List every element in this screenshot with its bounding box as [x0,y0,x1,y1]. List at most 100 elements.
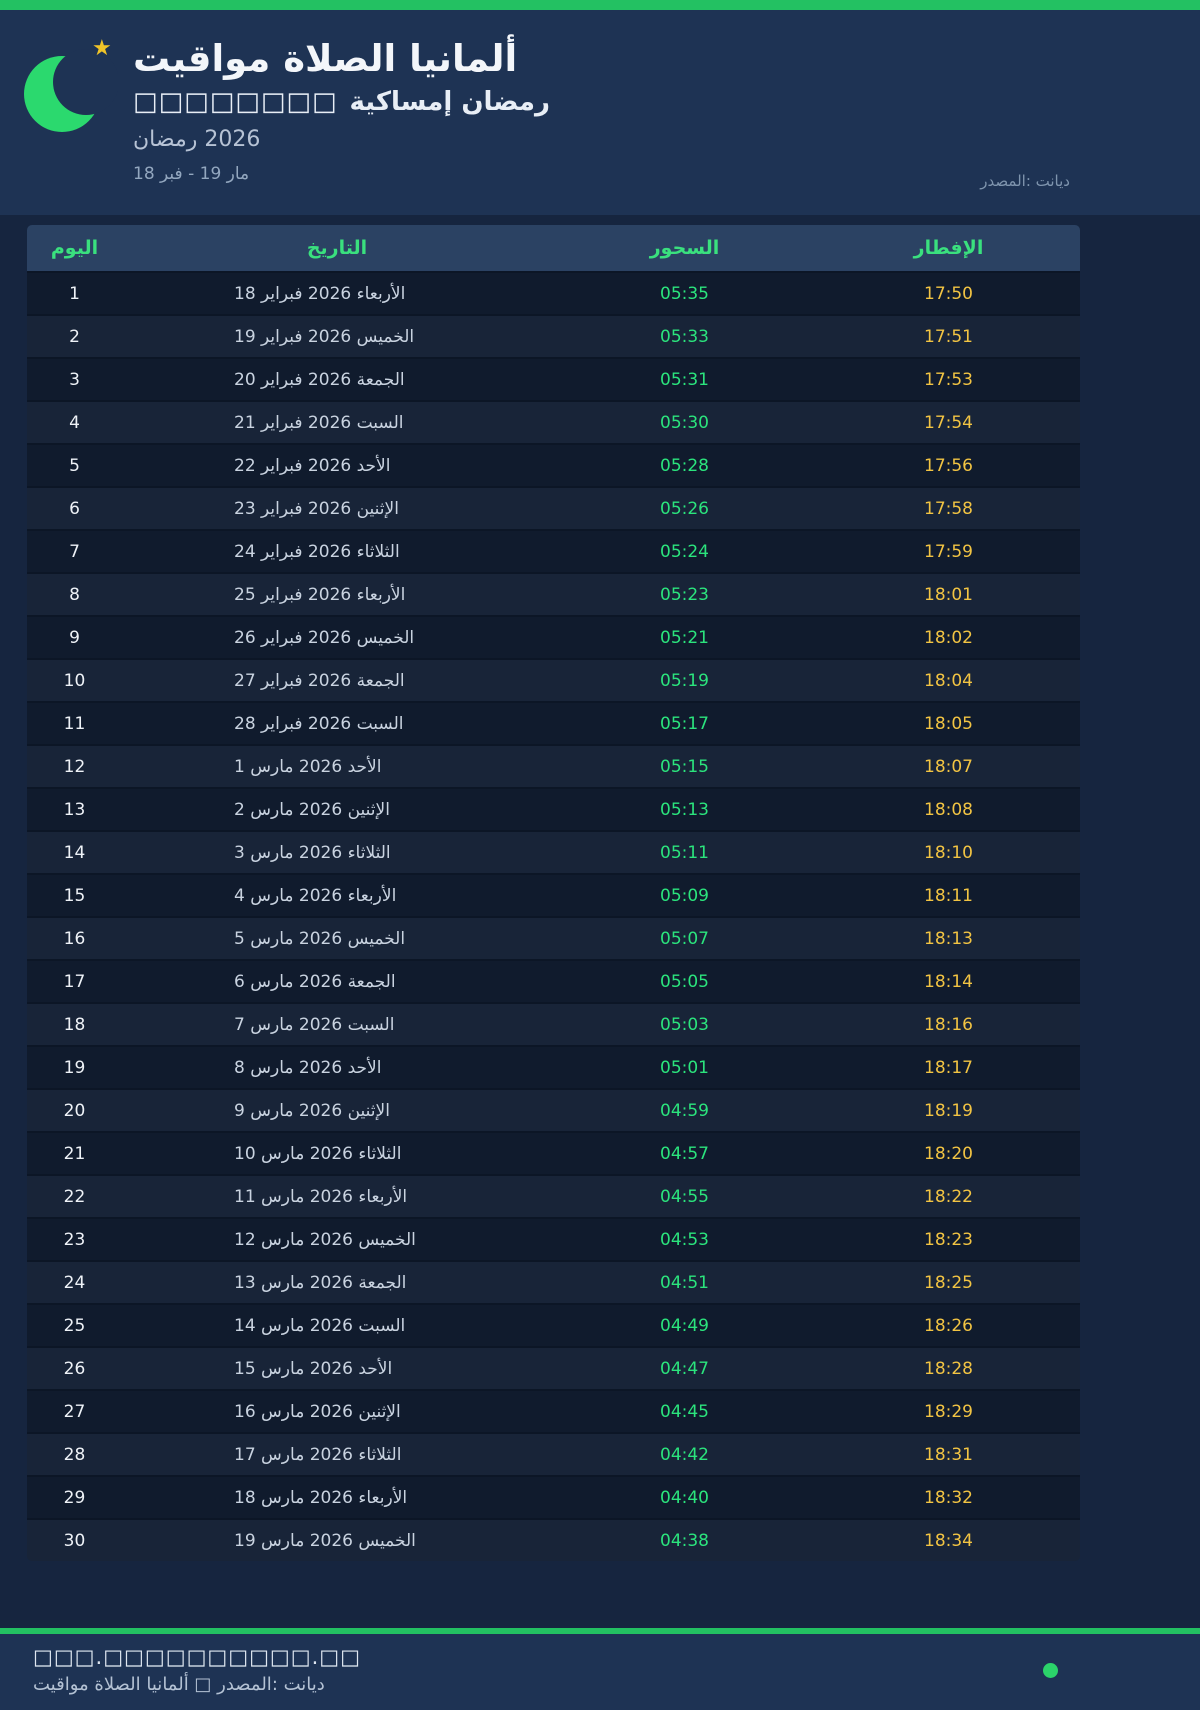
cell-suhoor: 05:33 [660,326,709,347]
titles: مواقيت‎ الصلاة‎ ألمانيا □□□□□□□□ إمساكية… [133,37,1200,184]
cell-suhoor: 04:55 [660,1186,709,1207]
cell-suhoor: 05:17 [660,713,709,734]
table-row: 2 19 فبراير‎ 2026 الخميس 05:33 17:51 [27,314,1080,357]
table-row: 21 10 مارس‎ 2026 الثلاثاء 04:57 18:20 [27,1131,1080,1174]
cell-day: 17 [63,971,86,992]
cell-day: 28 [63,1444,86,1465]
top-accent-bar [0,0,1200,10]
cell-date: 11 مارس‎ 2026 الأربعاء [234,1186,408,1207]
table-row: 17 6 مارس‎ 2026 الجمعة 05:05 18:14 [27,959,1080,1002]
cell-iftar: 18:08 [924,799,973,820]
table-row: 20 9 مارس‎ 2026 الإثنين 04:59 18:19 [27,1088,1080,1131]
cell-day: 4 [69,412,80,433]
table-row: 19 8 مارس‎ 2026 الأحد 05:01 18:17 [27,1045,1080,1088]
table-row: 15 4 مارس‎ 2026 الأربعاء 05:09 18:11 [27,873,1080,916]
cell-day: 26 [63,1358,86,1379]
cell-iftar: 18:26 [924,1315,973,1336]
cell-suhoor: 04:51 [660,1272,709,1293]
cell-date: 10 مارس‎ 2026 الثلاثاء [234,1143,402,1164]
cell-date: 3 مارس‎ 2026 الثلاثاء [234,842,391,863]
cell-iftar: 18:32 [924,1487,973,1508]
cell-iftar: 17:53 [924,369,973,390]
cell-suhoor: 05:28 [660,455,709,476]
cell-iftar: 17:51 [924,326,973,347]
cell-suhoor: 05:31 [660,369,709,390]
cell-day: 13 [63,799,86,820]
table-header: اليوم التاريخ السحور الإفطار [27,225,1080,271]
cell-date: 22 فبراير‎ 2026 الأحد [234,455,391,476]
cell-day: 20 [63,1100,86,1121]
table-row: 1 18 فبراير‎ 2026 الأربعاء 05:35 17:50 [27,271,1080,314]
cell-iftar: 17:56 [924,455,973,476]
cell-date: 1 مارس‎ 2026 الأحد [234,756,382,777]
cell-iftar: 18:20 [924,1143,973,1164]
cell-day: 23 [63,1229,86,1250]
table-row: 7 24 فبراير‎ 2026 الثلاثاء 05:24 17:59 [27,529,1080,572]
cell-suhoor: 04:49 [660,1315,709,1336]
table-row: 22 11 مارس‎ 2026 الأربعاء 04:55 18:22 [27,1174,1080,1217]
cell-suhoor: 05:13 [660,799,709,820]
cell-date: 19 مارس‎ 2026 الخميس [234,1530,416,1551]
cell-suhoor: 04:40 [660,1487,709,1508]
table-row: 13 2 مارس‎ 2026 الإثنين 05:13 18:08 [27,787,1080,830]
cell-suhoor: 04:42 [660,1444,709,1465]
cell-date: 7 مارس‎ 2026 السبت [234,1014,395,1035]
cell-date: 21 فبراير‎ 2026 السبت [234,412,404,433]
cell-day: 8 [69,584,80,605]
table-row: 16 5 مارس‎ 2026 الخميس 05:07 18:13 [27,916,1080,959]
cell-day: 30 [63,1530,86,1551]
footer-url: □□□.□□□□□□□□□□.□□ [33,1645,361,1669]
table-row: 5 22 فبراير‎ 2026 الأحد 05:28 17:56 [27,443,1080,486]
cell-iftar: 18:04 [924,670,973,691]
cell-day: 12 [63,756,86,777]
cell-date: 14 مارس‎ 2026 السبت [234,1315,406,1336]
cell-suhoor: 05:24 [660,541,709,562]
cell-suhoor: 05:19 [660,670,709,691]
cell-iftar: 18:25 [924,1272,973,1293]
footer: □□□.□□□□□□□□□□.□□ مواقيت‎ الصلاة‎ ألماني… [0,1634,1200,1710]
bottom-accent-bar [0,1628,1200,1634]
crescent-moon-icon [22,46,119,136]
cell-day: 5 [69,455,80,476]
cell-suhoor: 05:26 [660,498,709,519]
col-suhoor: السحور [649,237,720,259]
cell-iftar: 17:54 [924,412,973,433]
cell-suhoor: 05:35 [660,283,709,304]
cell-date: 24 فبراير‎ 2026 الثلاثاء [234,541,400,562]
cell-date: 9 مارس‎ 2026 الإثنين [234,1100,390,1121]
cell-date: 19 فبراير‎ 2026 الخميس [234,326,415,347]
cell-suhoor: 05:30 [660,412,709,433]
cell-day: 9 [69,627,80,648]
cell-iftar: 18:16 [924,1014,973,1035]
table-row: 8 25 فبراير‎ 2026 الأربعاء 05:23 18:01 [27,572,1080,615]
cell-date: 12 مارس‎ 2026 الخميس [234,1229,416,1250]
cell-day: 19 [63,1057,86,1078]
cell-date: 27 فبراير‎ 2026 الجمعة [234,670,405,691]
cell-date: 2 مارس‎ 2026 الإثنين [234,799,390,820]
cell-date: 26 فبراير‎ 2026 الخميس [234,627,415,648]
cell-date: 28 فبراير‎ 2026 السبت [234,713,404,734]
cell-iftar: 18:14 [924,971,973,992]
source-label: المصدر:‎ ديانت [980,172,1070,190]
cell-day: 16 [63,928,86,949]
cell-iftar: 18:28 [924,1358,973,1379]
cell-suhoor: 04:59 [660,1100,709,1121]
cell-iftar: 17:50 [924,283,973,304]
cell-iftar: 18:22 [924,1186,973,1207]
table-row: 30 19 مارس‎ 2026 الخميس 04:38 18:34 [27,1518,1080,1561]
date-range: 18 فبر‎ - 19 مار [133,163,250,184]
col-iftar: الإفطار [913,237,984,259]
table-row: 3 20 فبراير‎ 2026 الجمعة 05:31 17:53 [27,357,1080,400]
table-row: 29 18 مارس‎ 2026 الأربعاء 04:40 18:32 [27,1475,1080,1518]
cell-day: 15 [63,885,86,906]
cell-day: 25 [63,1315,86,1336]
cell-suhoor: 05:01 [660,1057,709,1078]
cell-iftar: 18:11 [924,885,973,906]
cell-date: 6 مارس‎ 2026 الجمعة [234,971,396,992]
cell-suhoor: 05:15 [660,756,709,777]
cell-date: 25 فبراير‎ 2026 الأربعاء [234,584,406,605]
cell-date: 23 فبراير‎ 2026 الإثنين [234,498,399,519]
cell-iftar: 17:59 [924,541,973,562]
cell-day: 1 [69,283,80,304]
page-title: مواقيت‎ الصلاة‎ ألمانيا [133,37,518,80]
